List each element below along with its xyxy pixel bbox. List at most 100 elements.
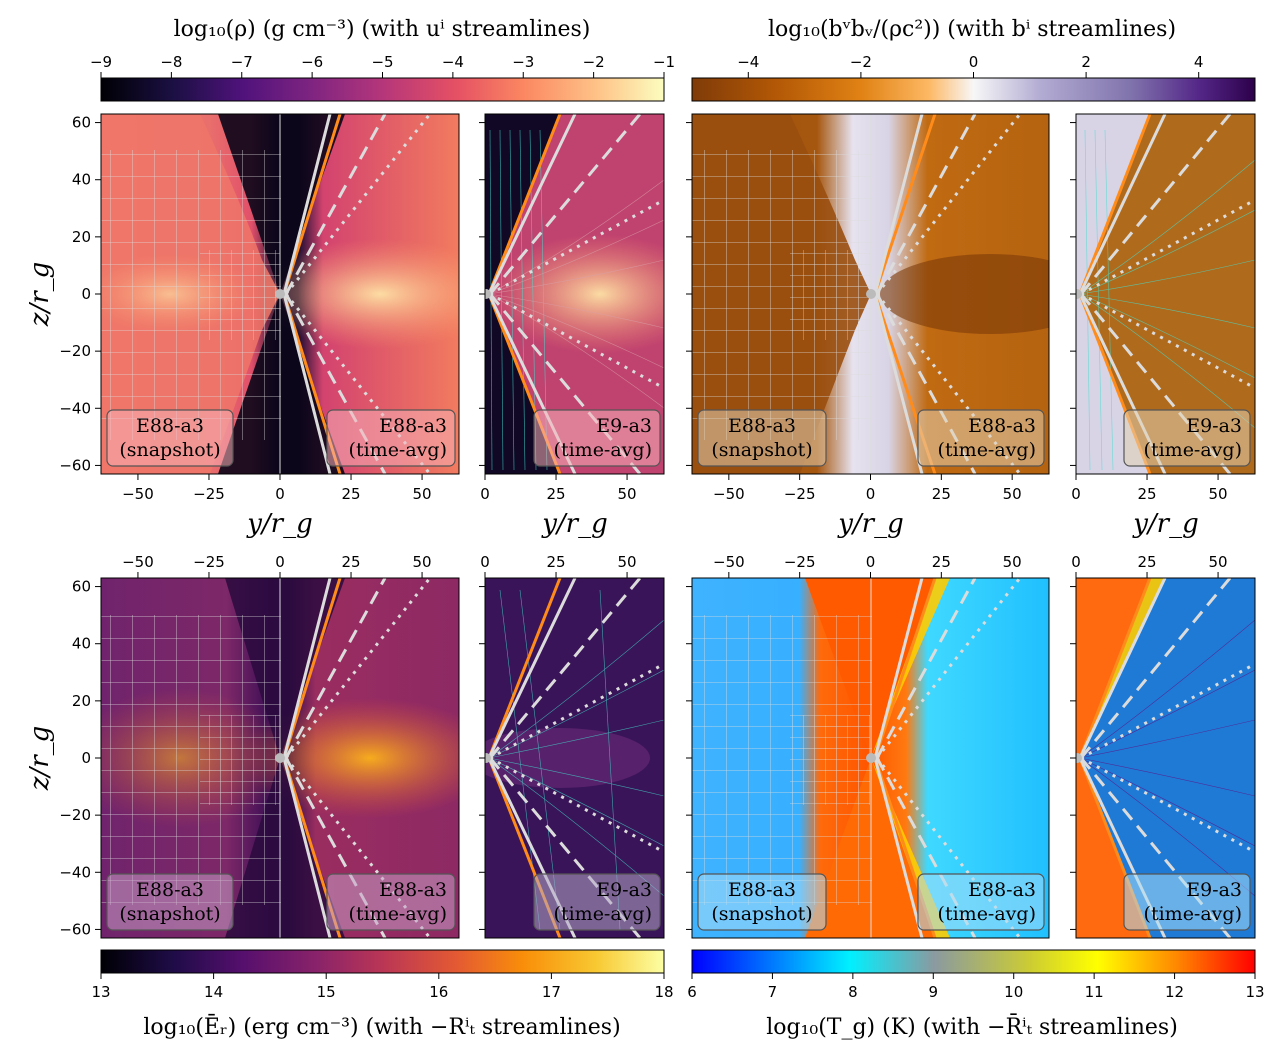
colorbar-er-tick-label: 15 [317, 983, 336, 1001]
label-bsq-e9-box [1123, 409, 1251, 467]
y-tick-label: 20 [72, 228, 91, 246]
y-tick-label: −20 [59, 806, 91, 824]
label-er-snapshot-kind: (snapshot) [119, 903, 220, 925]
colorbar-rho-tick-label: −5 [371, 53, 393, 71]
label-tg-e9-box [1123, 873, 1251, 931]
colorbar-er-tick-label: 18 [654, 983, 673, 1001]
x-tick-label: −50 [122, 553, 154, 571]
x-tick-label: 0 [480, 553, 490, 571]
label-tg-timeavg-model: E88-a3 [968, 879, 1036, 901]
x-tick-label: 50 [618, 553, 637, 571]
x-tick-label: 50 [413, 553, 432, 571]
colorbar-er-ticks: 13 14 15 16 17 18 [91, 973, 674, 1001]
x-tick-label: −50 [713, 553, 745, 571]
label-rho-snapshot-kind: (snapshot) [119, 439, 220, 461]
colorbar-tg-tick-label: 8 [848, 983, 858, 1001]
colorbar-rho-tick-label: −6 [301, 53, 323, 71]
label-er-timeavg-kind: (time-avg) [349, 903, 447, 925]
y-tick-label: 0 [81, 285, 91, 303]
y-tick-label: 0 [81, 749, 91, 767]
y-tick-label: −20 [59, 342, 91, 360]
label-tg-timeavg-box [917, 873, 1045, 931]
y-tick-label: 60 [72, 578, 91, 596]
colorbar-rho: log₁₀(ρ) (g cm⁻³) (with uⁱ streamlines) … [90, 17, 675, 102]
label-tg-e9-kind: (time-avg) [1144, 903, 1242, 925]
y-tick-label: 40 [72, 171, 91, 189]
colorbar-bsq: log₁₀(bᵛbᵥ/(ρc²)) (with bⁱ streamlines) … [691, 17, 1256, 102]
x-tick-label: 50 [1209, 485, 1228, 503]
y-tick-label: −40 [59, 863, 91, 881]
colorbar-rho-ticks: −9 −8 −7 −6 −5 −4 −3 −2 −1 [90, 53, 675, 78]
label-rho-timeavg-model: E88-a3 [379, 415, 447, 437]
x-tick-label: 0 [480, 485, 490, 503]
colorbar-tg-ticks: 6 7 8 9 10 11 12 13 [687, 973, 1265, 1001]
x-tick-label: 25 [341, 485, 360, 503]
colorbar-bsq-bar [691, 77, 1256, 102]
x-tick-label: 25 [546, 485, 565, 503]
label-er-timeavg-box [326, 873, 456, 931]
colorbar-tg-tick-label: 12 [1165, 983, 1184, 1001]
colorbar-bsq-tick-label: −2 [850, 53, 872, 71]
label-er-snapshot-box [106, 873, 234, 931]
y-tick-label: −40 [59, 399, 91, 417]
label-rho-snapshot-box [106, 409, 234, 467]
xlabel-bsq-narrow: y/r_g [1132, 509, 1199, 539]
label-er-e9-box [533, 873, 661, 931]
x-tick-label: 50 [618, 485, 637, 503]
x-tick-label: 0 [866, 485, 876, 503]
colorbar-rho-tick-label: −8 [160, 53, 182, 71]
colorbar-bsq-ticks: −4 −2 0 2 4 [737, 53, 1203, 78]
x-tick-label: 0 [866, 553, 876, 571]
colorbar-rho-tick-label: −4 [442, 53, 464, 71]
y-tick-label: −60 [59, 456, 91, 474]
colorbar-tg-tick-label: 11 [1085, 983, 1104, 1001]
y-tick-label: 20 [72, 692, 91, 710]
label-er-e9-kind: (time-avg) [554, 903, 652, 925]
x-tick-label: −25 [784, 485, 816, 503]
colorbar-tg: 6 7 8 9 10 11 12 13 log₁₀(T_g) (K) (with −R̄ⁱₜ … [687, 949, 1265, 1040]
x-tick-label: 25 [341, 553, 360, 571]
x-tick-label: 0 [275, 485, 285, 503]
colorbar-bsq-tick-label: −4 [737, 53, 759, 71]
colorbar-tg-title: log₁₀(T_g) (K) (with −R̄ⁱₜ streamlines) [766, 1013, 1178, 1040]
label-tg-snapshot-model: E88-a3 [728, 879, 796, 901]
x-tick-label: 50 [413, 485, 432, 503]
colorbar-er-tick-label: 13 [91, 983, 110, 1001]
label-bsq-snapshot-box [697, 409, 827, 467]
colorbar-er-title: log₁₀(Ēᵣ) (erg cm⁻³) (with −Rⁱₜ streamli… [143, 1014, 620, 1040]
label-bsq-e9-model: E9-a3 [1186, 415, 1242, 437]
colorbar-rho-bar [100, 77, 665, 102]
label-tg-timeavg-kind: (time-avg) [938, 903, 1036, 925]
ylabel-bottom: z/r_g [25, 726, 55, 792]
colorbar-bsq-tick-label: 4 [1194, 53, 1204, 71]
label-er-snapshot-model: E88-a3 [136, 879, 204, 901]
x-tick-label: 25 [1137, 553, 1156, 571]
axes-ticks: −50 −25 0 25 50 60 40 20 0 −20 −40 −60 0 25 50 −50 −25 0 2… [59, 114, 1227, 939]
x-tick-label: 50 [1003, 485, 1022, 503]
x-tick-label: 50 [1003, 553, 1022, 571]
label-rho-e9-box [533, 409, 661, 467]
colorbar-tg-tick-label: 7 [768, 983, 778, 1001]
label-er-e9-model: E9-a3 [596, 879, 652, 901]
x-tick-label: −25 [784, 553, 816, 571]
x-tick-label: 0 [1071, 485, 1081, 503]
colorbar-tg-tick-label: 13 [1245, 983, 1264, 1001]
colorbar-rho-tick-label: −3 [512, 53, 534, 71]
label-rho-timeavg-box [326, 409, 456, 467]
ylabel-top: z/r_g [25, 262, 55, 328]
x-tick-label: 50 [1209, 553, 1228, 571]
label-bsq-timeavg-kind: (time-avg) [938, 439, 1036, 461]
colorbar-bsq-tick-label: 0 [969, 53, 979, 71]
x-tick-label: −25 [193, 485, 225, 503]
colorbar-rho-tick-label: −1 [653, 53, 675, 71]
axis-titles: z/r_g z/r_g y/r_g y/r_g y/r_g y/r_g [25, 262, 1199, 792]
label-rho-snapshot-model: E88-a3 [136, 415, 204, 437]
xlabel-rho-wide: y/r_g [246, 509, 313, 539]
label-bsq-timeavg-box [917, 409, 1045, 467]
label-rho-timeavg-kind: (time-avg) [349, 439, 447, 461]
x-tick-label: 0 [1071, 553, 1081, 571]
y-tick-label: 40 [72, 635, 91, 653]
label-rho-e9-model: E9-a3 [596, 415, 652, 437]
colorbar-er-tick-label: 16 [429, 983, 448, 1001]
